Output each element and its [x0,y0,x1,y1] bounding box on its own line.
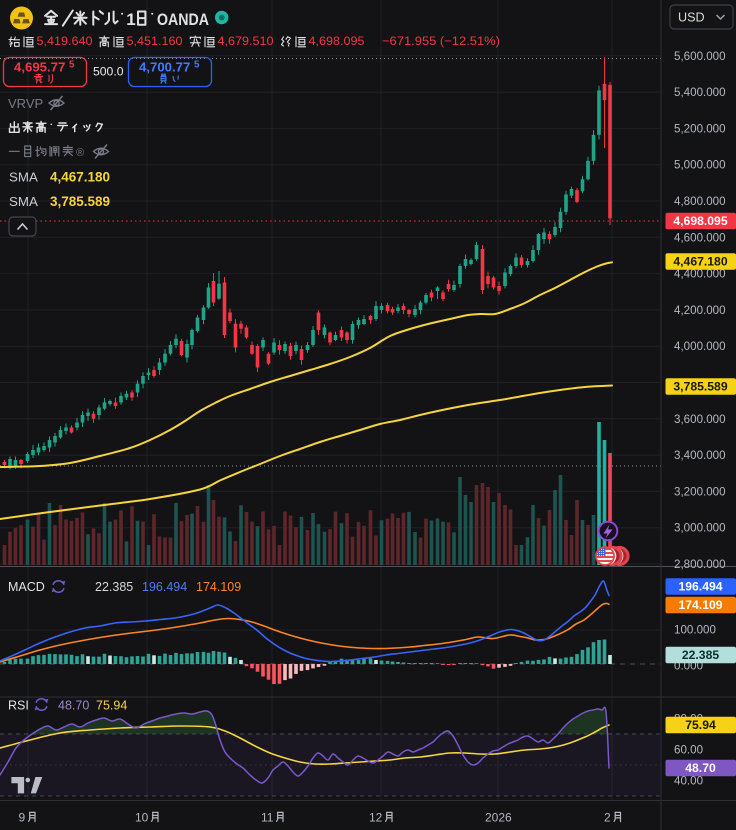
svg-text:4,400.000: 4,400.000 [674,268,726,281]
svg-text:RSI: RSI [8,699,29,713]
svg-text:3,000.000: 3,000.000 [674,522,726,535]
svg-text:196.494: 196.494 [142,580,187,594]
svg-text:12: 12 [369,811,383,825]
svg-text:10: 10 [135,811,149,825]
svg-text:−671.955 (−12.51%): −671.955 (−12.51%) [382,34,500,48]
svg-text:®: ® [76,147,84,159]
svg-text:22.385: 22.385 [682,648,719,662]
svg-text:SMA: SMA [9,170,38,185]
svg-text:2: 2 [604,811,611,825]
svg-text:75.94: 75.94 [685,718,716,732]
svg-text:75.94: 75.94 [96,699,127,713]
svg-text:5,419.640: 5,419.640 [37,34,93,48]
svg-text:VRVP: VRVP [8,96,43,111]
svg-text:48.70: 48.70 [58,699,89,713]
svg-text:100.000: 100.000 [674,624,716,637]
svg-text:500.0: 500.0 [93,65,124,79]
svg-text:SMA: SMA [9,194,38,209]
svg-text:3,400.000: 3,400.000 [674,449,726,462]
svg-text:11: 11 [261,811,274,825]
svg-text:5,200.000: 5,200.000 [674,122,726,135]
svg-text:4,698.095: 4,698.095 [309,34,365,48]
svg-text:OANDA: OANDA [157,10,209,29]
svg-text:196.494: 196.494 [678,580,722,594]
svg-text:4,467.180: 4,467.180 [673,255,727,269]
svg-text:9: 9 [19,811,26,825]
svg-text:174.109: 174.109 [678,598,722,612]
svg-text:5,400.000: 5,400.000 [674,86,726,99]
svg-text:4,200.000: 4,200.000 [674,304,726,317]
svg-text:MACD: MACD [8,580,45,594]
svg-text:2,800.000: 2,800.000 [674,558,726,571]
svg-text:4,695.77: 4,695.77 [14,60,65,75]
svg-text:5,600.000: 5,600.000 [674,50,726,63]
svg-text:4,800.000: 4,800.000 [674,195,726,208]
svg-text:5,000.000: 5,000.000 [674,159,726,172]
svg-text:3,785.589: 3,785.589 [50,194,110,209]
svg-text:USD: USD [678,11,705,25]
svg-text:22.385: 22.385 [95,580,133,594]
svg-text:4,679.510: 4,679.510 [218,34,274,48]
svg-text:40.00: 40.00 [674,775,703,788]
svg-text:3,200.000: 3,200.000 [674,485,726,498]
svg-text:5: 5 [194,60,200,71]
svg-text:48.70: 48.70 [685,761,716,775]
svg-text:3,785.589: 3,785.589 [673,380,727,394]
svg-text:4,600.000: 4,600.000 [674,231,726,244]
svg-text:4,467.180: 4,467.180 [50,170,110,185]
svg-text:2026: 2026 [485,811,512,825]
svg-text:1: 1 [126,10,135,29]
svg-text:4,698.095: 4,698.095 [673,214,727,228]
svg-text:5,451.160: 5,451.160 [127,34,183,48]
svg-text:174.109: 174.109 [196,580,241,594]
svg-text:60.00: 60.00 [674,744,703,757]
svg-text:3,600.000: 3,600.000 [674,413,726,426]
svg-text:5: 5 [69,60,75,71]
svg-text:4,000.000: 4,000.000 [674,340,726,353]
svg-text:4,700.77: 4,700.77 [139,60,190,75]
